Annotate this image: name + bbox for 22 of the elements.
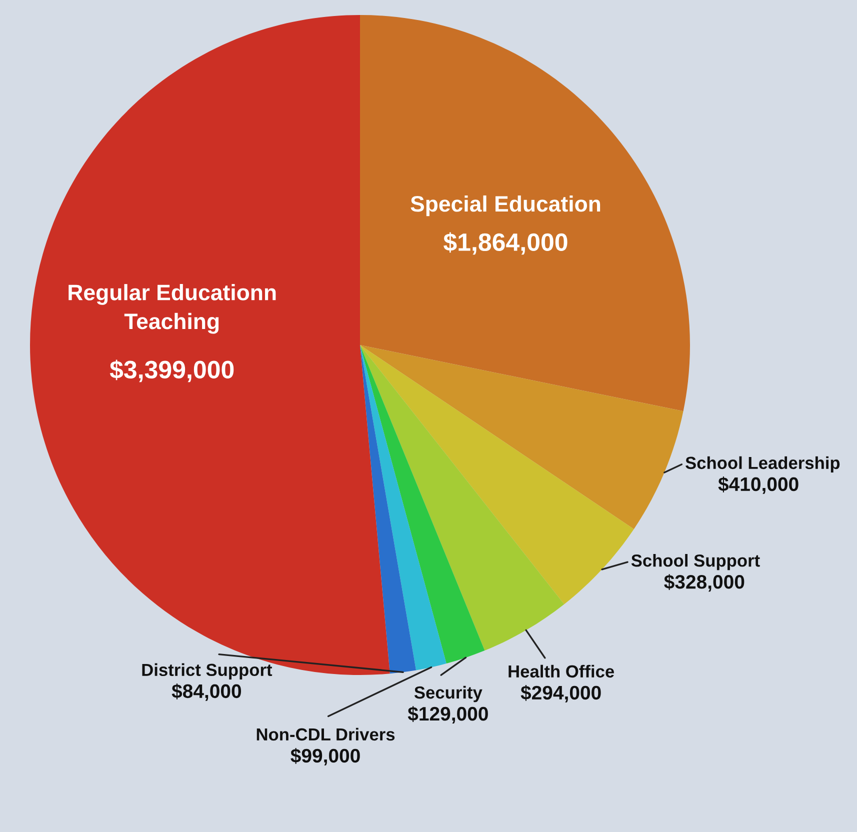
slice-label: Health Office	[508, 664, 614, 678]
data-label: $294,000	[520, 684, 601, 702]
pie-slice	[360, 345, 446, 670]
slice-label: Special Education	[410, 195, 600, 216]
data-label: $410,000	[718, 476, 798, 494]
slice-label: Regular Educationn Teaching	[68, 284, 276, 334]
data-label: $3,399,000	[110, 360, 234, 382]
slice-label: District Support	[142, 663, 272, 680]
pie-slice	[360, 345, 416, 674]
pie-slice	[360, 15, 690, 412]
data-label: $328,000	[664, 574, 744, 592]
data-label: $84,000	[172, 683, 242, 701]
data-label: $99,000	[290, 748, 360, 766]
pie-slice	[360, 345, 564, 651]
data-label: $129,000	[408, 706, 488, 724]
slice-label: Security	[414, 686, 482, 702]
slice-label: School Leadership	[686, 456, 840, 473]
slice-label: Non-CDL Drivers	[256, 728, 395, 741]
slice-label: School Support	[631, 554, 760, 570]
data-label: $1,864,000	[444, 232, 568, 255]
pie-slice	[360, 345, 485, 664]
pie-slice	[360, 345, 684, 530]
